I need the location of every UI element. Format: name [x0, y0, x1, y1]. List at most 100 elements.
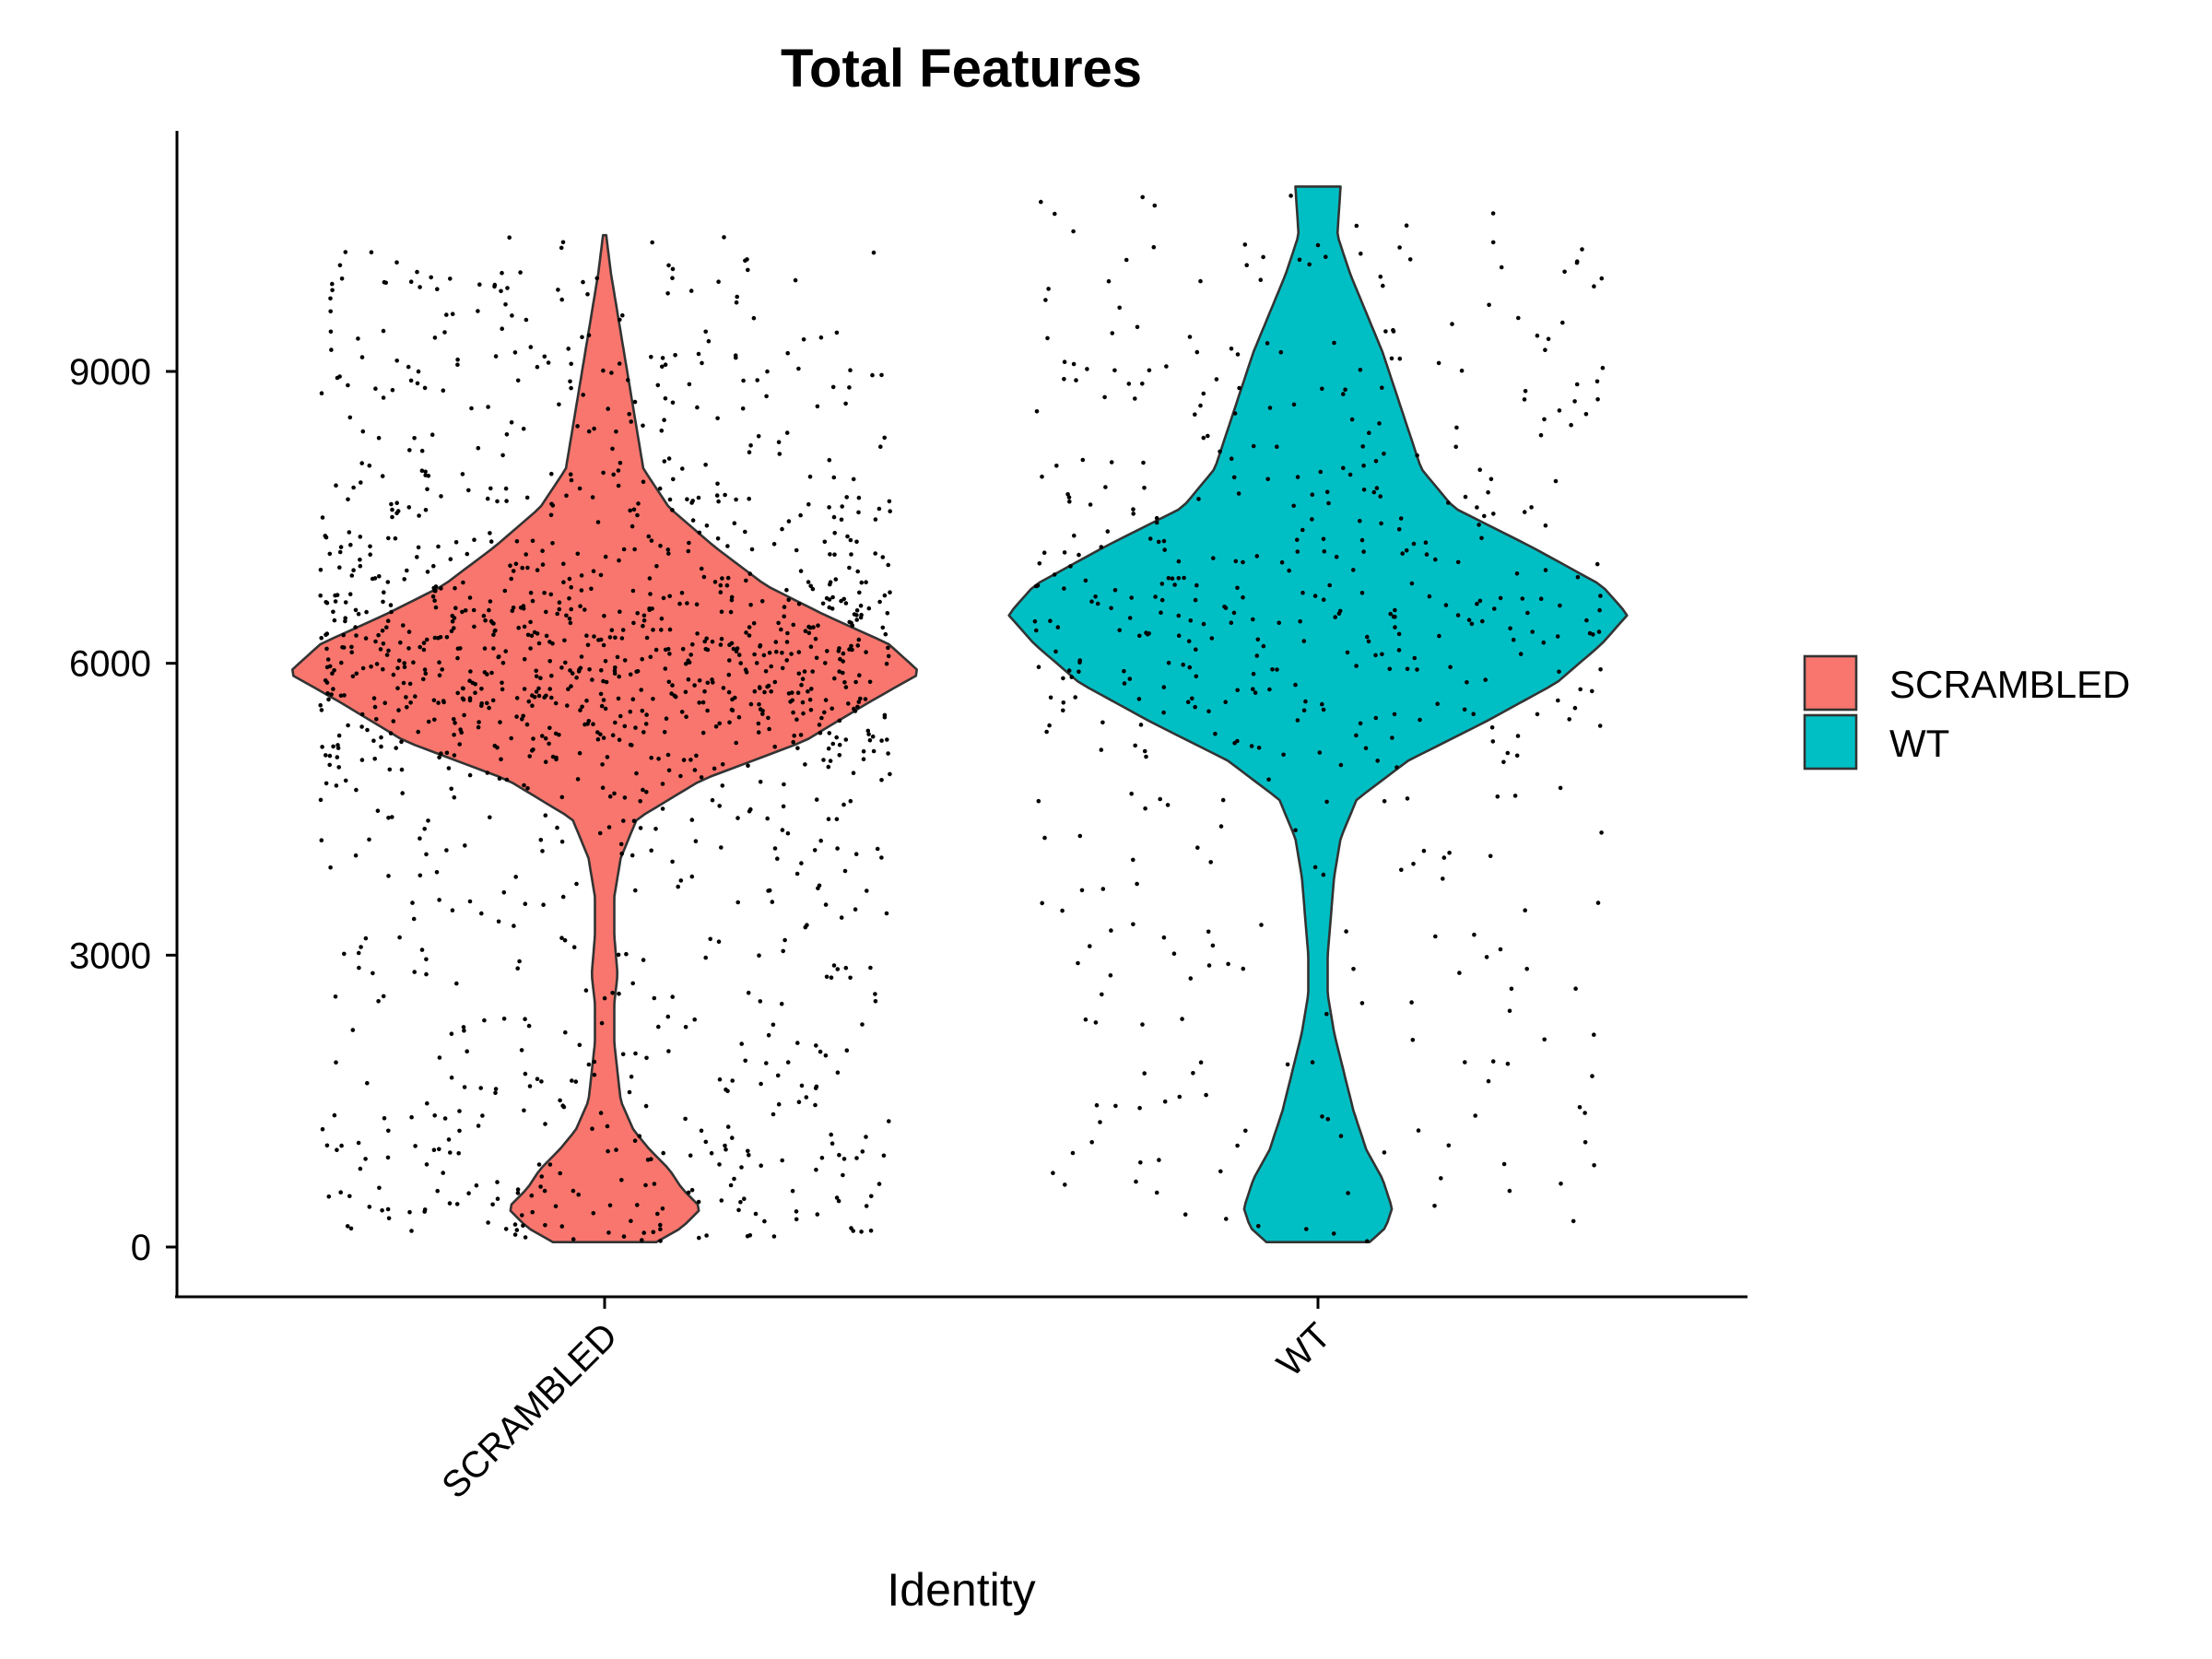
- data-point: [821, 758, 826, 762]
- data-point: [399, 767, 405, 772]
- data-point: [426, 818, 430, 823]
- data-point: [358, 563, 363, 569]
- data-point: [603, 659, 608, 664]
- data-point: [319, 636, 324, 641]
- data-point: [450, 908, 455, 912]
- data-point: [732, 1176, 736, 1182]
- data-point: [1523, 389, 1528, 394]
- data-point: [699, 1128, 704, 1134]
- data-point: [591, 569, 596, 573]
- data-point: [1391, 327, 1395, 333]
- data-point: [794, 1209, 799, 1214]
- data-point: [318, 568, 324, 572]
- data-point: [423, 473, 429, 477]
- data-point: [837, 742, 842, 747]
- data-point: [1326, 500, 1331, 506]
- data-point: [547, 741, 551, 747]
- data-point: [751, 620, 757, 626]
- data-point: [819, 1156, 825, 1160]
- data-point: [1367, 430, 1371, 436]
- data-point: [327, 753, 333, 759]
- data-point: [515, 1187, 521, 1192]
- data-point: [868, 965, 873, 971]
- data-point: [1382, 799, 1387, 804]
- data-point: [686, 548, 691, 554]
- data-point: [619, 851, 624, 856]
- data-point: [621, 818, 626, 823]
- data-point: [488, 815, 492, 820]
- data-point: [575, 424, 580, 429]
- data-point: [437, 1147, 441, 1152]
- data-point: [450, 312, 455, 317]
- data-point: [486, 1220, 490, 1225]
- data-point: [795, 690, 801, 695]
- data-point: [798, 512, 803, 518]
- data-point: [1457, 971, 1462, 975]
- data-point: [1421, 848, 1427, 853]
- data-point: [462, 712, 466, 718]
- data-point: [1509, 986, 1514, 992]
- data-point: [679, 710, 685, 714]
- data-point: [546, 360, 551, 365]
- data-point: [703, 1139, 709, 1145]
- data-point: [757, 701, 761, 707]
- data-point: [647, 607, 652, 613]
- data-point: [779, 1001, 784, 1006]
- data-point: [522, 1108, 526, 1113]
- data-point: [1166, 575, 1171, 581]
- data-point: [416, 545, 421, 550]
- data-point: [1142, 486, 1147, 490]
- data-point: [1040, 474, 1044, 479]
- data-point: [1358, 368, 1363, 372]
- data-point: [557, 733, 561, 737]
- data-point: [716, 939, 722, 944]
- data-point: [1387, 666, 1393, 672]
- data-point: [356, 950, 361, 956]
- points-wt: [1032, 194, 1606, 1244]
- data-point: [559, 665, 564, 670]
- data-point: [1144, 754, 1148, 759]
- data-point: [1244, 263, 1249, 268]
- data-point: [1399, 867, 1404, 873]
- data-point: [1254, 554, 1260, 559]
- data-point: [1083, 578, 1088, 583]
- data-point: [739, 1165, 744, 1170]
- data-point: [335, 746, 341, 750]
- data-point: [324, 535, 328, 539]
- data-point: [785, 1060, 791, 1065]
- data-point: [453, 540, 459, 545]
- data-point: [1088, 502, 1093, 507]
- data-point: [1176, 576, 1182, 581]
- data-point: [693, 839, 699, 843]
- data-point: [1122, 681, 1127, 686]
- data-point: [710, 797, 715, 803]
- data-point: [667, 497, 673, 502]
- data-point: [448, 557, 453, 561]
- data-point: [1062, 550, 1067, 555]
- data-point: [710, 639, 715, 644]
- data-point: [555, 825, 559, 830]
- data-point: [501, 890, 507, 895]
- data-point: [335, 1147, 339, 1152]
- data-point: [789, 652, 794, 656]
- data-point: [1501, 1161, 1507, 1167]
- data-point: [757, 953, 761, 958]
- data-point: [1459, 368, 1465, 373]
- data-point: [751, 315, 757, 321]
- data-point: [1312, 594, 1318, 598]
- data-point: [882, 435, 887, 441]
- data-point: [466, 1191, 471, 1195]
- data-point: [711, 680, 715, 685]
- data-point: [328, 296, 333, 301]
- data-point: [543, 735, 548, 741]
- data-point: [609, 371, 614, 375]
- data-point: [1235, 1143, 1240, 1148]
- data-point: [635, 611, 640, 616]
- data-point: [680, 646, 686, 652]
- data-point: [553, 1204, 559, 1209]
- data-point: [327, 762, 333, 768]
- data-point: [557, 600, 562, 605]
- data-point: [644, 1055, 649, 1061]
- data-point: [1578, 687, 1583, 692]
- data-point: [801, 337, 806, 342]
